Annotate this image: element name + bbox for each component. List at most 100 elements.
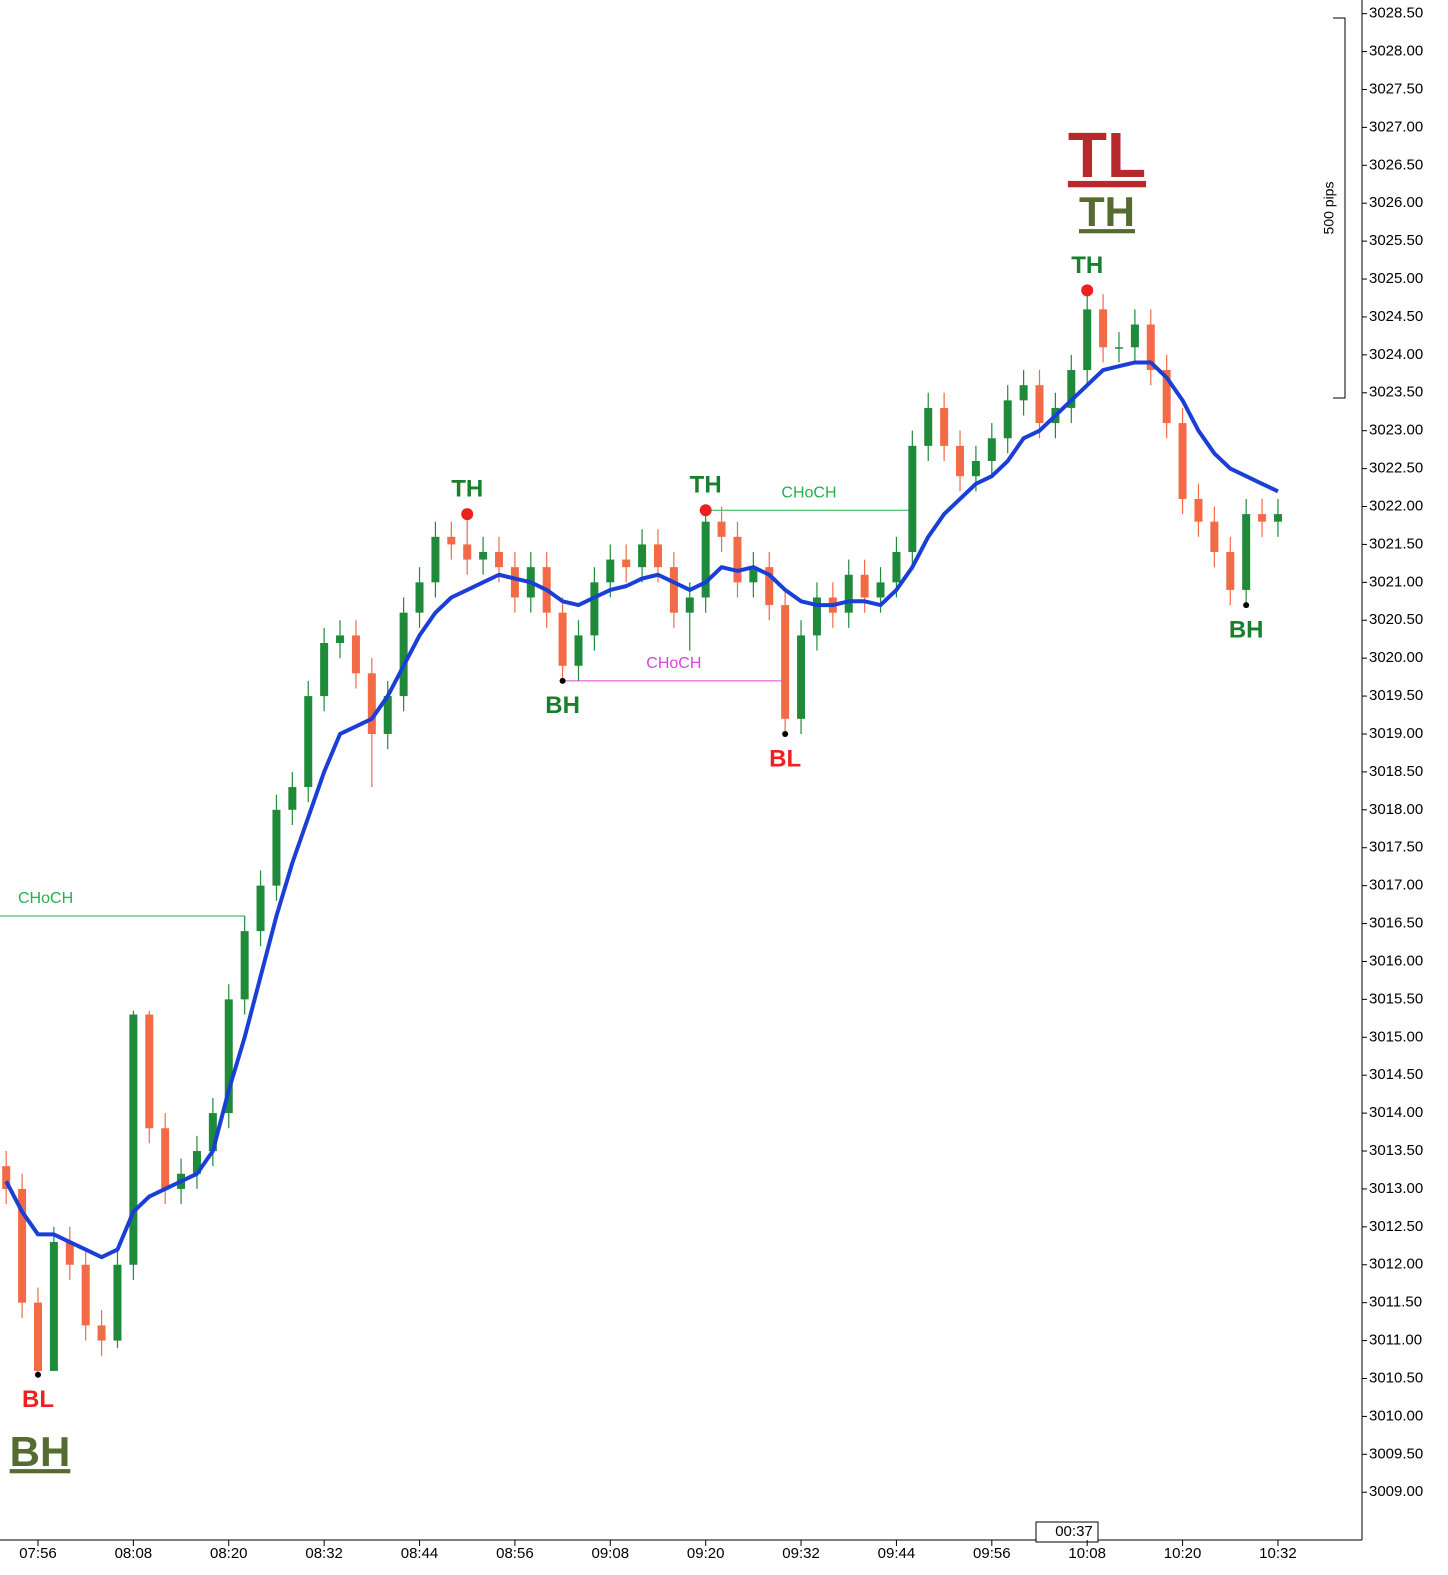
- candle-body: [860, 574, 869, 598]
- x-tick-label: 08:32: [305, 1545, 343, 1562]
- y-tick-label: 3019.50: [1369, 687, 1423, 704]
- candle-body: [192, 1151, 201, 1174]
- y-tick-label: 3023.50: [1369, 384, 1423, 401]
- y-tick-label: 3016.50: [1369, 915, 1423, 932]
- x-tick-label: 09:56: [973, 1545, 1011, 1562]
- y-tick-label: 3023.00: [1369, 422, 1423, 439]
- timer: 00:37: [1055, 1523, 1093, 1540]
- candle-body: [399, 612, 408, 697]
- y-tick-label: 3027.50: [1369, 80, 1423, 97]
- candle-body: [908, 445, 917, 553]
- y-tick-label: 3021.50: [1369, 535, 1423, 552]
- candle-body: [685, 597, 694, 613]
- candle-body: [65, 1242, 74, 1265]
- structure-label: BL: [22, 1386, 54, 1413]
- y-tick-label: 3014.00: [1369, 1104, 1423, 1121]
- x-tick-label: 08:44: [401, 1545, 439, 1562]
- candle-body: [590, 582, 599, 636]
- x-tick-label: 09:08: [592, 1545, 630, 1562]
- candle-body: [940, 407, 949, 446]
- candle-body: [1099, 309, 1108, 348]
- swing-point: [34, 1371, 41, 1378]
- candle-body: [1178, 423, 1187, 499]
- y-tick-label: 3009.50: [1369, 1445, 1423, 1462]
- candle-body: [1162, 370, 1171, 424]
- candle-body: [224, 999, 233, 1114]
- swing-point: [461, 508, 474, 521]
- candle-body: [240, 931, 249, 1000]
- y-tick-label: 3024.00: [1369, 346, 1423, 363]
- candle-body: [33, 1302, 42, 1371]
- y-tick-label: 3019.00: [1369, 725, 1423, 742]
- structure-label: BH: [1229, 616, 1264, 643]
- y-tick-label: 3027.00: [1369, 118, 1423, 135]
- x-tick-label: 09:32: [782, 1545, 820, 1562]
- candle-body: [510, 567, 519, 598]
- y-tick-label: 3025.50: [1369, 232, 1423, 249]
- swing-point: [1081, 284, 1094, 297]
- y-tick-label: 3020.50: [1369, 611, 1423, 628]
- big-label: TH: [1079, 188, 1135, 235]
- candle-body: [956, 445, 965, 477]
- candle-body: [717, 521, 726, 537]
- candle-body: [653, 544, 662, 568]
- y-tick-label: 3011.00: [1369, 1332, 1422, 1349]
- candle-body: [1114, 347, 1123, 349]
- y-tick-label: 3010.00: [1369, 1407, 1423, 1424]
- candle-body: [924, 407, 933, 446]
- y-tick-label: 3024.50: [1369, 308, 1423, 325]
- choch-label: CHoCH: [781, 485, 836, 502]
- choch-label: CHoCH: [646, 655, 701, 672]
- candle-body: [844, 574, 853, 613]
- candle-body: [81, 1264, 90, 1326]
- candle-body: [1067, 370, 1076, 408]
- ema-line: [4, 360, 1279, 1260]
- x-tick-label: 10:08: [1068, 1545, 1106, 1562]
- candle-body: [129, 1014, 138, 1265]
- y-tick-label: 3013.50: [1369, 1142, 1423, 1159]
- x-tick-label: 09:20: [687, 1545, 725, 1562]
- y-tick-label: 3026.50: [1369, 156, 1423, 173]
- y-tick-label: 3016.00: [1369, 952, 1423, 969]
- ruler-label: 500 pips: [1321, 182, 1337, 235]
- x-tick-label: 10:20: [1164, 1545, 1202, 1562]
- x-tick-label: 09:44: [878, 1545, 916, 1562]
- candle-body: [733, 536, 742, 583]
- candle-body: [2, 1166, 11, 1189]
- candle-body: [638, 544, 647, 568]
- candle-body: [463, 544, 472, 560]
- structure-label: TH: [1071, 252, 1103, 279]
- candle-body: [574, 635, 583, 666]
- candle-body: [765, 567, 774, 606]
- candle-body: [1273, 514, 1282, 522]
- y-tick-label: 3012.00: [1369, 1256, 1423, 1273]
- candle-body: [892, 552, 901, 583]
- x-tick-label: 08:08: [115, 1545, 153, 1562]
- candle-body: [1226, 552, 1235, 590]
- y-tick-label: 3010.50: [1369, 1369, 1423, 1386]
- candle-body: [336, 635, 345, 643]
- structure-label: BL: [769, 745, 801, 772]
- candle-body: [495, 552, 504, 568]
- big-label: BH: [10, 1428, 71, 1475]
- y-tick-label: 3018.00: [1369, 801, 1423, 818]
- candle-body: [1210, 521, 1219, 553]
- big-label: TL: [1068, 119, 1146, 191]
- candle-body: [812, 597, 821, 636]
- swing-point: [559, 677, 566, 684]
- structure-label: TH: [690, 472, 722, 499]
- structure-label: BH: [545, 692, 580, 719]
- y-tick-label: 3013.00: [1369, 1180, 1423, 1197]
- candle-body: [1194, 498, 1203, 522]
- y-tick-label: 3028.00: [1369, 43, 1423, 60]
- timer-box: [1035, 1521, 1099, 1543]
- candle-body: [669, 567, 678, 613]
- choch-label: CHoCH: [18, 890, 73, 907]
- structure-label: TH: [451, 475, 483, 502]
- y-tick-label: 3015.00: [1369, 1028, 1423, 1045]
- candle-body: [701, 521, 710, 598]
- swing-point: [1243, 602, 1250, 609]
- candle-body: [208, 1113, 217, 1152]
- swing-point: [782, 730, 789, 737]
